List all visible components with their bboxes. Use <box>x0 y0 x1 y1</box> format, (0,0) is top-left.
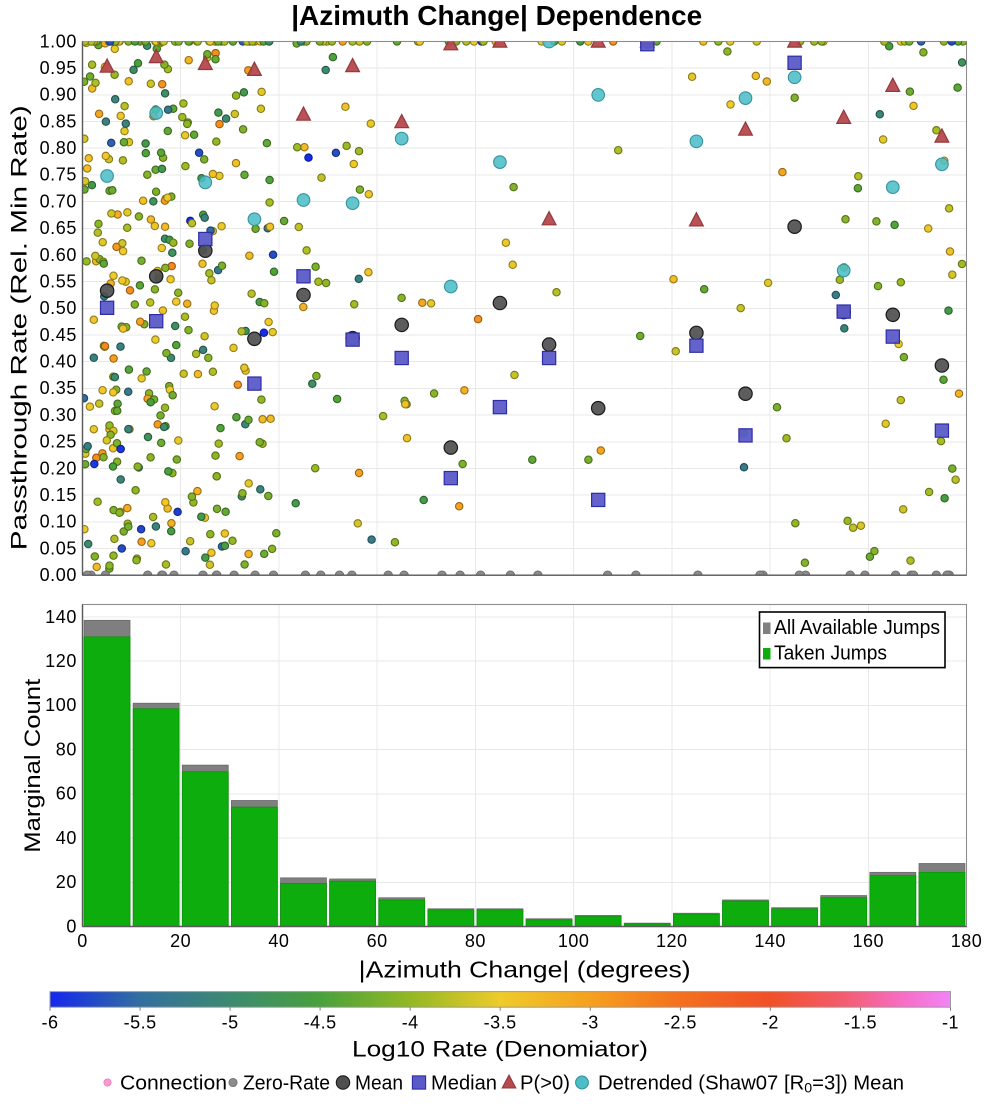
svg-text:140: 140 <box>754 931 786 951</box>
svg-text:-4.5: -4.5 <box>304 1013 337 1033</box>
svg-text:Zero-Rate: Zero-Rate <box>243 1073 330 1095</box>
svg-text:180: 180 <box>951 931 983 951</box>
svg-text:0.25: 0.25 <box>40 432 77 452</box>
svg-text:-3.5: -3.5 <box>484 1013 517 1033</box>
svg-text:-4: -4 <box>402 1013 419 1033</box>
svg-text:-5.5: -5.5 <box>124 1013 157 1033</box>
svg-text:Median: Median <box>431 1073 497 1095</box>
svg-text:60: 60 <box>56 784 77 804</box>
svg-text:0.05: 0.05 <box>40 538 77 558</box>
svg-text:Log10 Rate (Denomiator): Log10 Rate (Denomiator) <box>352 1037 648 1062</box>
svg-text:0.45: 0.45 <box>40 325 77 345</box>
svg-text:100: 100 <box>558 931 590 951</box>
svg-text:160: 160 <box>853 931 885 951</box>
svg-text:|Azimuth Change| (degrees): |Azimuth Change| (degrees) <box>359 957 691 983</box>
svg-text:0.35: 0.35 <box>40 378 77 398</box>
svg-text:0.10: 0.10 <box>40 512 77 532</box>
svg-text:0.30: 0.30 <box>40 405 77 425</box>
svg-text:Taken Jumps: Taken Jumps <box>774 643 887 665</box>
svg-text:-1.5: -1.5 <box>844 1013 877 1033</box>
svg-text:-1: -1 <box>942 1013 959 1033</box>
svg-text:-2: -2 <box>762 1013 779 1033</box>
svg-text:20: 20 <box>170 931 191 951</box>
svg-text:0.75: 0.75 <box>40 165 77 185</box>
svg-text:P(>0): P(>0) <box>520 1073 570 1095</box>
svg-text:Connection: Connection <box>120 1073 227 1095</box>
svg-text:0.90: 0.90 <box>40 85 77 105</box>
svg-text:0.65: 0.65 <box>40 218 77 238</box>
svg-text:140: 140 <box>45 607 77 627</box>
svg-text:-5: -5 <box>222 1013 239 1033</box>
svg-text:|Azimuth Change| Dependence: |Azimuth Change| Dependence <box>291 0 702 31</box>
svg-text:Mean: Mean <box>355 1073 403 1095</box>
svg-text:Marginal Count: Marginal Count <box>20 678 45 853</box>
svg-text:120: 120 <box>45 651 77 671</box>
svg-text:80: 80 <box>56 739 77 759</box>
svg-text:0.40: 0.40 <box>40 352 77 372</box>
svg-text:0.70: 0.70 <box>40 191 77 211</box>
svg-text:0.95: 0.95 <box>40 58 77 78</box>
svg-text:All Available Jumps: All Available Jumps <box>774 617 940 639</box>
svg-text:0.60: 0.60 <box>40 245 77 265</box>
svg-text:60: 60 <box>367 931 388 951</box>
svg-text:0.15: 0.15 <box>40 485 77 505</box>
svg-text:Detrended (Shaw07 [R0=3]) Mean: Detrended (Shaw07 [R 0=3]) Mean <box>598 1073 904 1096</box>
svg-text:0.85: 0.85 <box>40 111 77 131</box>
svg-text:40: 40 <box>268 931 289 951</box>
svg-text:Passthrough Rate (Rel. Min Rat: Passthrough Rate (Rel. Min Rate) <box>7 105 32 550</box>
svg-text:0.50: 0.50 <box>40 298 77 318</box>
svg-text:0.00: 0.00 <box>40 565 77 585</box>
svg-text:1.00: 1.00 <box>40 31 77 51</box>
svg-text:0.55: 0.55 <box>40 272 77 292</box>
svg-text:0: 0 <box>66 916 77 936</box>
svg-text:0.80: 0.80 <box>40 138 77 158</box>
svg-text:-2.5: -2.5 <box>664 1013 697 1033</box>
svg-text:40: 40 <box>56 828 77 848</box>
svg-text:20: 20 <box>56 872 77 892</box>
svg-text:0: 0 <box>77 931 88 951</box>
svg-text:80: 80 <box>465 931 486 951</box>
svg-text:-3: -3 <box>582 1013 599 1033</box>
svg-text:0.20: 0.20 <box>40 458 77 478</box>
svg-text:-6: -6 <box>41 1013 58 1033</box>
svg-text:120: 120 <box>656 931 688 951</box>
svg-text:100: 100 <box>45 695 77 715</box>
